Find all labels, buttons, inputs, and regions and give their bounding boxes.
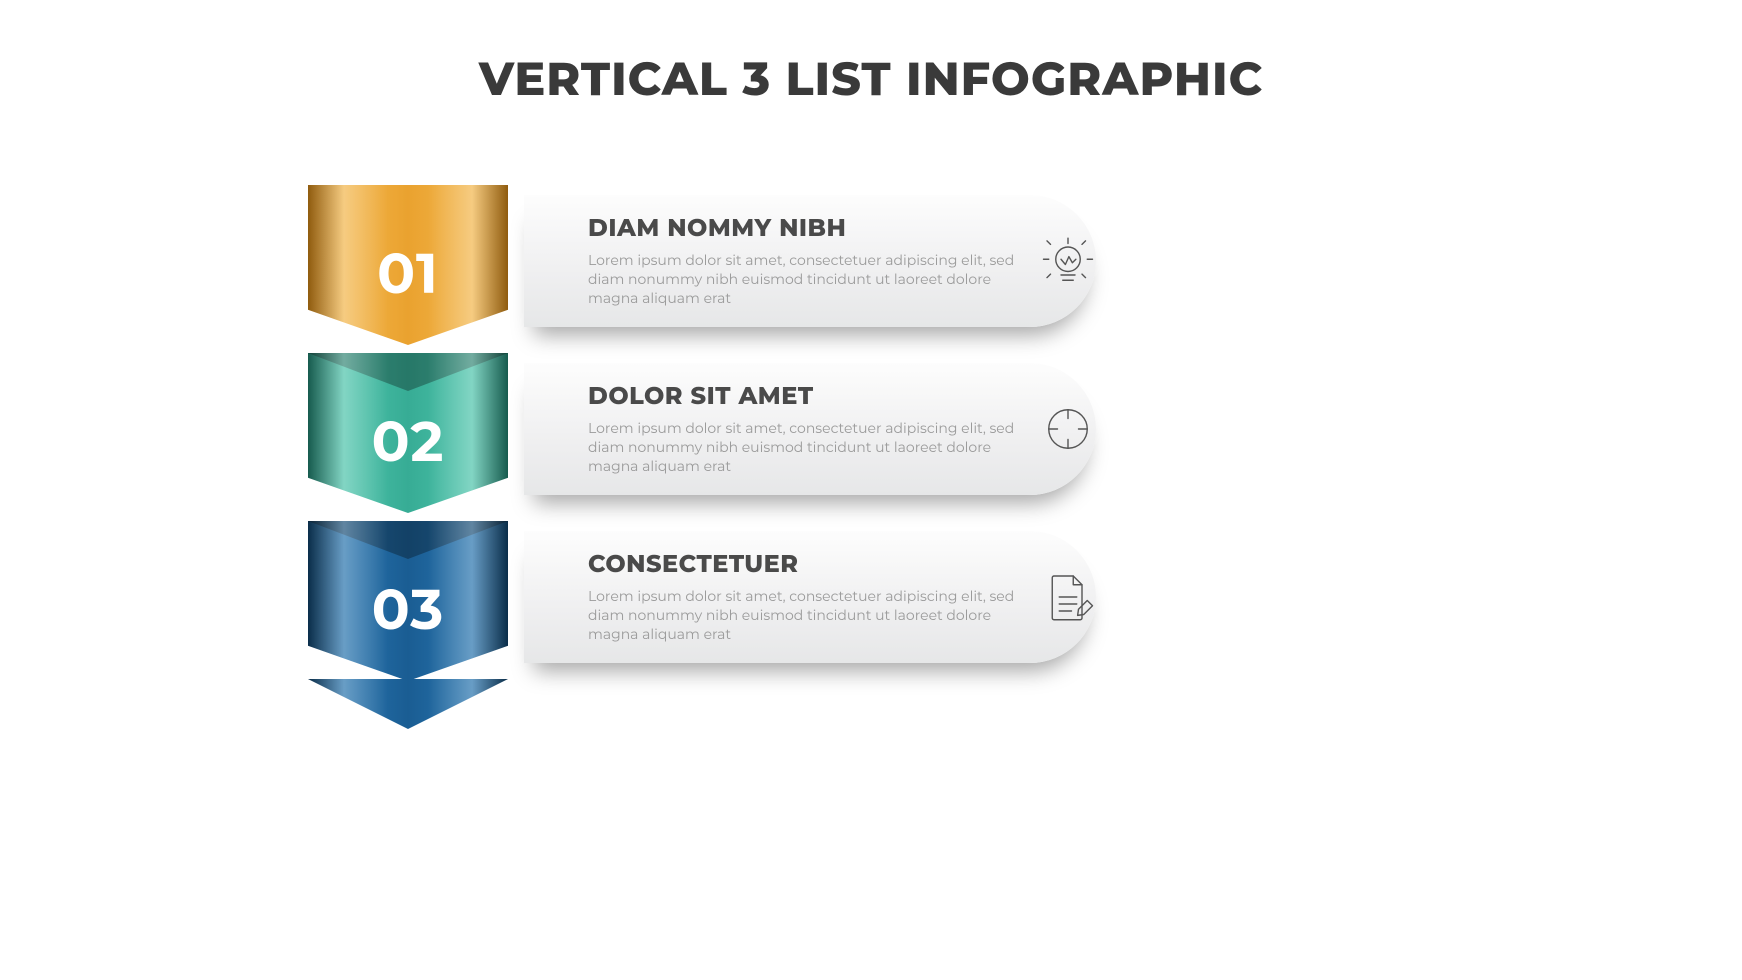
lightbulb-icon <box>1040 233 1096 289</box>
badge-tail <box>308 679 508 729</box>
document-edit-icon <box>1040 569 1096 625</box>
copy-block: DOLOR SIT AMET Lorem ipsum dolor sit ame… <box>524 382 1040 476</box>
step-badge-1: 01 <box>308 185 508 345</box>
content-pill: DOLOR SIT AMET Lorem ipsum dolor sit ame… <box>524 363 1096 495</box>
content-pill: CONSECTETUER Lorem ipsum dolor sit amet,… <box>524 531 1096 663</box>
infographic-stage: 01 DIAM NOMMY NIBH Lorem ipsum dolor sit… <box>308 185 1098 689</box>
step-number: 02 <box>308 353 508 513</box>
content-pill: DIAM NOMMY NIBH Lorem ipsum dolor sit am… <box>524 195 1096 327</box>
step-number: 03 <box>308 521 508 681</box>
page-title: VERTICAL 3 LIST INFOGRAPHIC <box>0 50 1742 107</box>
item-heading: DOLOR SIT AMET <box>588 382 1020 411</box>
item-description: Lorem ipsum dolor sit amet, consectetuer… <box>588 419 1020 476</box>
item-description: Lorem ipsum dolor sit amet, consectetuer… <box>588 251 1020 308</box>
list-item: 02 DOLOR SIT AMET Lorem ipsum dolor sit … <box>308 353 1098 521</box>
copy-block: CONSECTETUER Lorem ipsum dolor sit amet,… <box>524 550 1040 644</box>
item-heading: CONSECTETUER <box>588 550 1020 579</box>
step-number: 01 <box>308 185 508 345</box>
copy-block: DIAM NOMMY NIBH Lorem ipsum dolor sit am… <box>524 214 1040 308</box>
item-heading: DIAM NOMMY NIBH <box>588 214 1020 243</box>
tail-shine <box>308 679 508 729</box>
list-item: 03 CONSECTETUER Lorem ipsum dolor sit am… <box>308 521 1098 689</box>
item-description: Lorem ipsum dolor sit amet, consectetuer… <box>588 587 1020 644</box>
step-badge-2: 02 <box>308 353 508 513</box>
step-badge-3: 03 <box>308 521 508 681</box>
target-icon <box>1040 401 1096 457</box>
list-item: 01 DIAM NOMMY NIBH Lorem ipsum dolor sit… <box>308 185 1098 353</box>
